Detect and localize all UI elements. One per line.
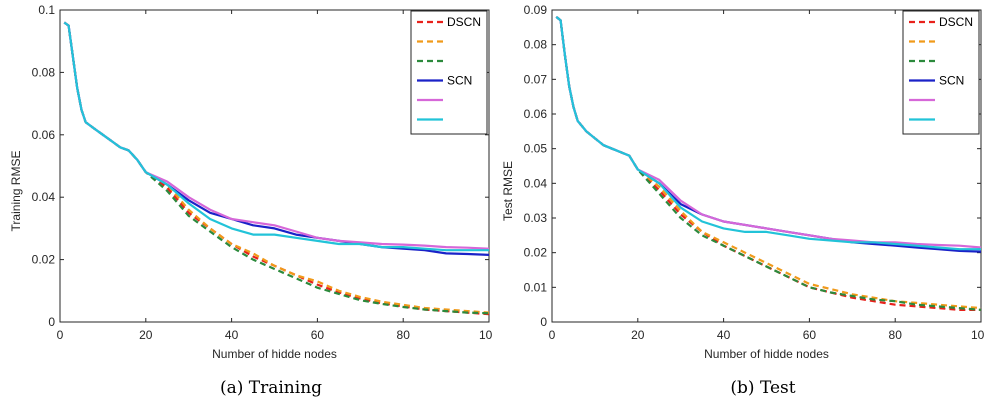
y-tick-label: 0.02 [32,253,56,267]
series-line-6 [555,16,981,251]
y-tick-label: 0.02 [524,246,548,260]
series-line-1 [63,21,490,316]
y-tick-label: 0.04 [524,176,548,190]
legend-box [410,10,488,135]
x-tick-label: 0 [549,328,556,342]
y-tick-label: 0 [48,315,55,329]
y-tick-label: 0.06 [32,128,56,142]
x-tick-label: 60 [803,328,817,342]
y-tick-label: 0.07 [524,72,548,86]
x-tick-label: 40 [717,328,731,342]
series-lines [555,16,982,311]
y-tick-label: 0.09 [524,3,548,17]
x-tick-label: 0 [57,328,64,342]
legend-label-4: SCN [939,74,964,88]
legend-label-1: DSCN [939,15,973,29]
series-line-2 [63,21,490,314]
y-tick-label: 0.08 [524,38,548,52]
legend: DSCN SCN [902,10,980,135]
y-tick-label: 0.06 [524,107,548,121]
series-lines [63,21,490,316]
y-tick-label: 0.01 [524,280,548,294]
caption-test: (b) Test [730,378,796,398]
y-tick-label: 0 [540,315,547,329]
x-tick-label: 20 [631,328,645,342]
legend: DSCN SCN [410,10,488,135]
y-tick-label: 0.04 [32,190,56,204]
y-tick-label: 0.03 [524,211,548,225]
x-tick-label: 100 [479,328,492,342]
legend-label-1: DSCN [447,15,481,29]
x-axis-label: Number of hidde nodes [212,347,337,361]
y-axis-label: Test RMSE [501,161,515,221]
x-tick-label: 80 [397,328,411,342]
x-tick-label: 80 [889,328,903,342]
y-tick-label: 0.05 [524,142,548,156]
series-line-6 [63,21,489,252]
caption-training: (a) Training [219,378,323,398]
y-axis-label: Training RMSE [9,151,23,232]
panel-test: 0 20 40 60 80 100 0 0.01 0.02 0.03 0.04 0.05 0.06 0.0… [492,0,984,404]
legend-box [902,10,980,135]
x-tick-label: 20 [139,328,153,342]
training-rmse-chart: 0 20 40 60 80 100 0 0.02 0.04 0.06 0.08 0.1 Number o… [9,3,499,361]
legend-label-4: SCN [447,74,472,88]
x-axis-label: Number of hidde nodes [704,347,829,361]
series-line-3 [63,21,490,315]
y-tick-label: 0.08 [32,65,56,79]
panel-training: 0 20 40 60 80 100 0 0.02 0.04 0.06 0.08 0.1 Number o… [9,3,499,398]
test-rmse-chart: 0 20 40 60 80 100 0 0.01 0.02 0.03 0.04 0.05 0.06 0.0… [501,3,984,361]
x-tick-label: 60 [311,328,325,342]
x-tick-label: 40 [225,328,239,342]
x-tick-label: 100 [971,328,984,342]
y-tick-label: 0.1 [38,3,55,17]
